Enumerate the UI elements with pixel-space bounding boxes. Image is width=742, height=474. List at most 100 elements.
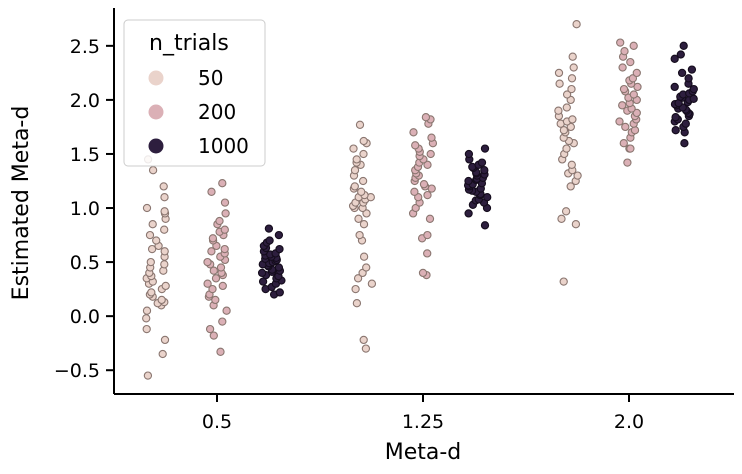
data-point (207, 247, 216, 256)
data-point (569, 63, 578, 72)
data-point (480, 166, 489, 175)
data-point (354, 214, 363, 223)
data-point (203, 279, 212, 288)
data-point (257, 268, 267, 278)
data-point (561, 207, 571, 216)
data-point (619, 139, 628, 148)
data-point (220, 198, 230, 207)
data-point (410, 187, 419, 196)
data-point (147, 288, 156, 297)
y-tick-label: 1.0 (70, 198, 100, 220)
data-point (274, 263, 284, 272)
y-tick-label: 2.0 (70, 90, 100, 112)
data-point (618, 101, 627, 110)
data-point (358, 176, 368, 186)
data-point (207, 187, 216, 196)
data-point (146, 257, 155, 267)
data-point (566, 182, 575, 191)
data-point (621, 122, 630, 132)
data-point (559, 126, 569, 135)
data-point (618, 63, 627, 72)
x-tick-label: 1.25 (402, 411, 444, 433)
data-point (209, 331, 218, 340)
data-point (362, 209, 371, 218)
data-point (423, 249, 432, 258)
data-point (147, 244, 157, 254)
data-point (161, 281, 170, 291)
data-point (423, 160, 432, 169)
data-point (480, 221, 490, 230)
data-point (142, 314, 151, 323)
data-point (630, 126, 640, 135)
data-point (562, 144, 571, 153)
legend-marker (148, 104, 164, 120)
data-point (208, 234, 218, 243)
data-point (477, 158, 487, 167)
series-200 (203, 38, 642, 356)
data-point (160, 335, 170, 345)
data-point (349, 144, 358, 153)
data-point (216, 347, 225, 356)
data-point (573, 171, 582, 180)
legend-label: 50 (198, 66, 223, 90)
data-point (418, 268, 428, 278)
data-point (220, 244, 229, 254)
data-point (633, 82, 642, 92)
data-point (359, 136, 368, 146)
data-point (361, 344, 371, 353)
data-point (160, 207, 169, 216)
data-point (159, 182, 168, 191)
data-point (160, 193, 169, 202)
data-point (275, 288, 284, 297)
data-point (411, 141, 420, 150)
data-point (670, 82, 679, 92)
data-point (419, 180, 429, 189)
data-point (464, 209, 473, 218)
data-point (554, 106, 563, 115)
data-point (205, 324, 215, 334)
data-point (411, 203, 420, 213)
data-point (220, 225, 229, 234)
data-point (623, 158, 632, 167)
data-point (142, 203, 152, 213)
data-point (677, 68, 687, 78)
data-point (568, 52, 577, 61)
data-point (571, 220, 581, 229)
data-point (143, 371, 153, 380)
data-point (562, 90, 572, 99)
data-point (351, 284, 360, 294)
data-point (362, 263, 371, 272)
legend-label: 1000 (198, 134, 249, 158)
data-point (359, 252, 369, 261)
data-point (265, 236, 274, 245)
data-point (567, 160, 576, 169)
data-point (464, 149, 474, 159)
data-point (554, 68, 564, 78)
data-point (208, 284, 217, 294)
data-point (222, 306, 231, 315)
data-point (350, 182, 359, 191)
data-point (216, 263, 226, 272)
data-point (157, 295, 166, 305)
data-point (203, 257, 212, 267)
data-point (209, 266, 218, 275)
data-point (680, 139, 689, 148)
data-point (218, 179, 227, 188)
data-point (628, 74, 638, 83)
data-point (353, 274, 363, 283)
x-axis: 0.5 1.25 2.0 (114, 393, 734, 433)
data-point (409, 128, 418, 137)
data-point (142, 324, 151, 334)
data-point (615, 117, 624, 126)
data-point (632, 108, 641, 118)
series-50 (142, 20, 582, 380)
y-tick-label: 0.0 (70, 306, 100, 328)
data-point (160, 260, 169, 269)
data-point (684, 74, 693, 83)
data-point (355, 230, 364, 240)
data-point (687, 65, 697, 74)
data-point (557, 214, 566, 223)
data-point (160, 225, 169, 234)
data-point (629, 41, 638, 50)
